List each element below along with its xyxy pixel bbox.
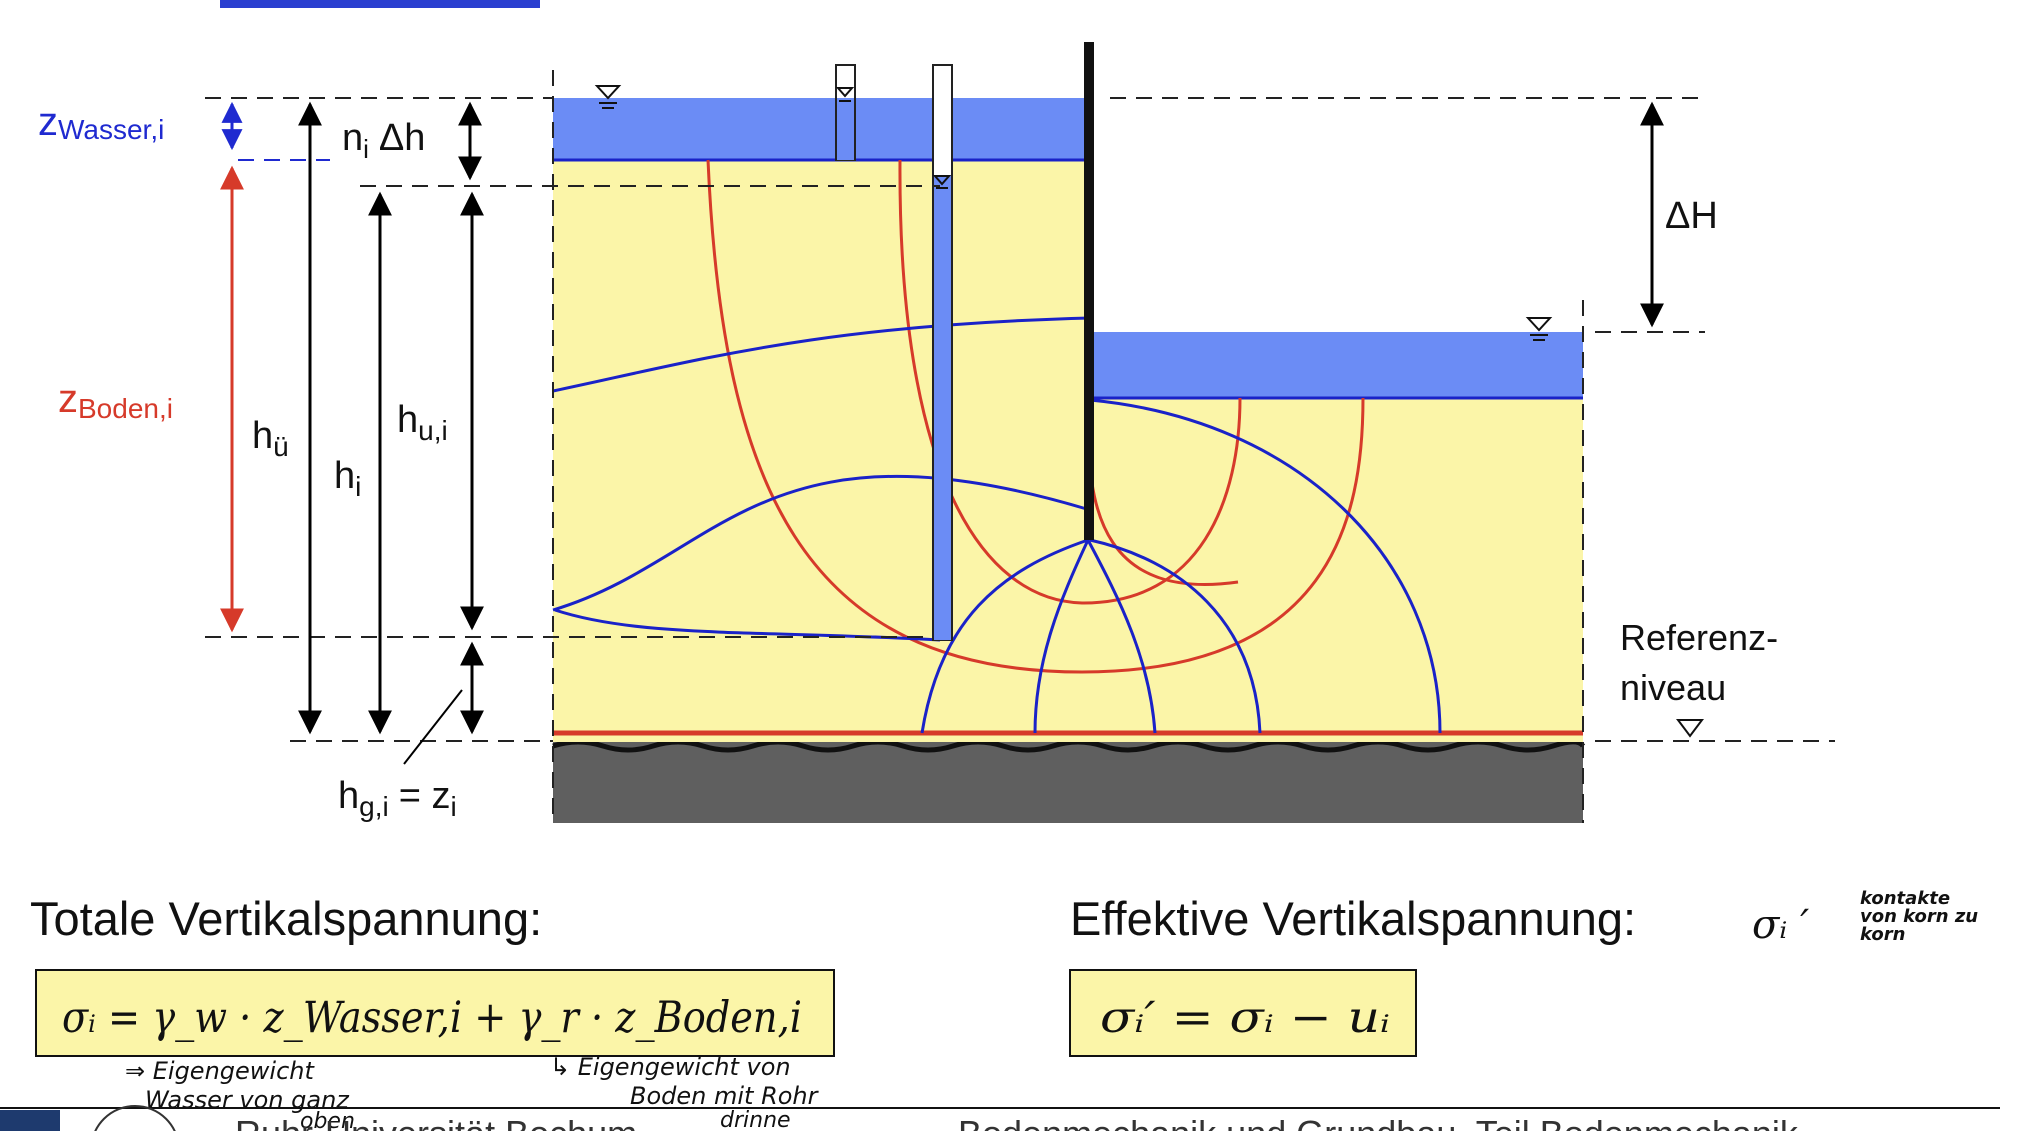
effective-stress-formula-box	[1069, 969, 1417, 1057]
handwritten-boden-2: Boden mit Rohr	[630, 1082, 820, 1110]
handwritten-kontakt-2: von korn zu	[1860, 906, 1978, 927]
university-seal	[94, 1105, 176, 1131]
standpipe-short-water	[837, 98, 854, 160]
water-level-symbols	[594, 85, 1704, 738]
handwritten-sigma: σᵢ ′	[1752, 902, 1809, 948]
heading-remnant	[220, 0, 540, 8]
sheet-pile-wall	[1084, 42, 1094, 540]
handwritten-boden-1: ↳ Eigengewicht von	[550, 1053, 791, 1081]
n-dh-label: ni Δh	[342, 117, 425, 164]
footer-university: Ruhr-Universität Bochum	[235, 1113, 637, 1131]
standpipe-long-water	[934, 175, 951, 640]
h-ui-label: hu,i	[397, 399, 448, 446]
handwritten-kontakt-1: kontakte	[1860, 888, 1950, 909]
z-boden-label: zBoden,i	[58, 377, 173, 424]
equipotential-lines	[552, 316, 1442, 734]
soil-left	[553, 160, 1090, 742]
bedrock	[553, 742, 1583, 823]
total-stress-title: Totale Vertikalspannung:	[30, 892, 542, 945]
effective-stress-formula: σᵢ′ = σᵢ − uᵢ	[1100, 993, 1390, 1043]
footer-logo-block	[0, 1110, 60, 1131]
effective-stress-title: Effektive Vertikalspannung:	[1070, 892, 1636, 945]
h-gi-leader	[403, 689, 463, 765]
h-i-label: hi	[334, 455, 361, 502]
reference-level-symbol	[1676, 719, 1704, 738]
footer-course: Bodenmechanik und Grundbau, Teil Bodenme…	[958, 1113, 1799, 1131]
handwritten-boden-3: drinne	[720, 1108, 791, 1131]
water-downstream	[1090, 332, 1583, 398]
total-stress-formula: σᵢ = γ_w · z_Wasser,i + γ_r · z_Boden,i	[62, 993, 802, 1043]
delta-H-label: ΔH	[1665, 195, 1718, 237]
handwritten-wasser-3: oben	[300, 1109, 355, 1131]
total-stress-formula-box	[35, 969, 835, 1057]
water-upstream	[553, 98, 1090, 160]
handwritten-wasser-2: Wasser von ganz	[145, 1086, 350, 1114]
z-wasser-label: zWasser,i	[38, 100, 164, 145]
referenz-label-1: Referenz-	[1620, 617, 1778, 658]
h-gi-label: hg,i = zi	[338, 775, 457, 822]
handwritten-kontakt-3: korn	[1860, 924, 1905, 945]
handwritten-wasser-1: ⇒ Eigengewicht	[125, 1057, 315, 1085]
h-ue-label: hü	[252, 415, 289, 462]
soil-right	[1090, 398, 1583, 742]
referenz-label-2: niveau	[1620, 667, 1726, 708]
reference-dashed-lines	[205, 70, 1835, 823]
